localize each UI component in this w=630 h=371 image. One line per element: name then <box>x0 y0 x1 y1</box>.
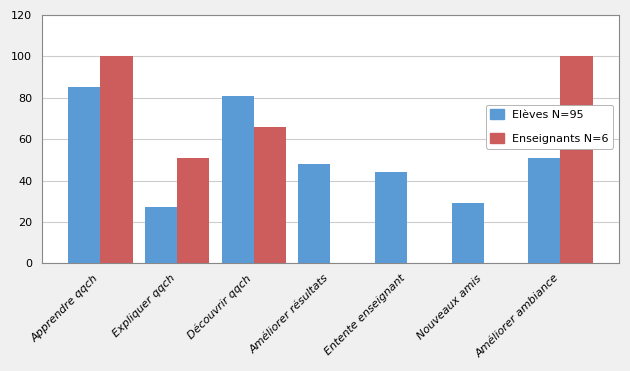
Bar <box>100 56 132 263</box>
Bar <box>561 56 593 263</box>
Bar <box>254 127 286 263</box>
Bar <box>68 88 100 263</box>
Bar <box>375 172 407 263</box>
Bar <box>528 158 561 263</box>
Bar <box>298 164 330 263</box>
Legend: Elèves N=95, Enseignants N=6: Elèves N=95, Enseignants N=6 <box>486 105 614 149</box>
Bar <box>222 96 254 263</box>
Bar <box>145 207 177 263</box>
Bar <box>452 203 484 263</box>
Bar <box>177 158 209 263</box>
